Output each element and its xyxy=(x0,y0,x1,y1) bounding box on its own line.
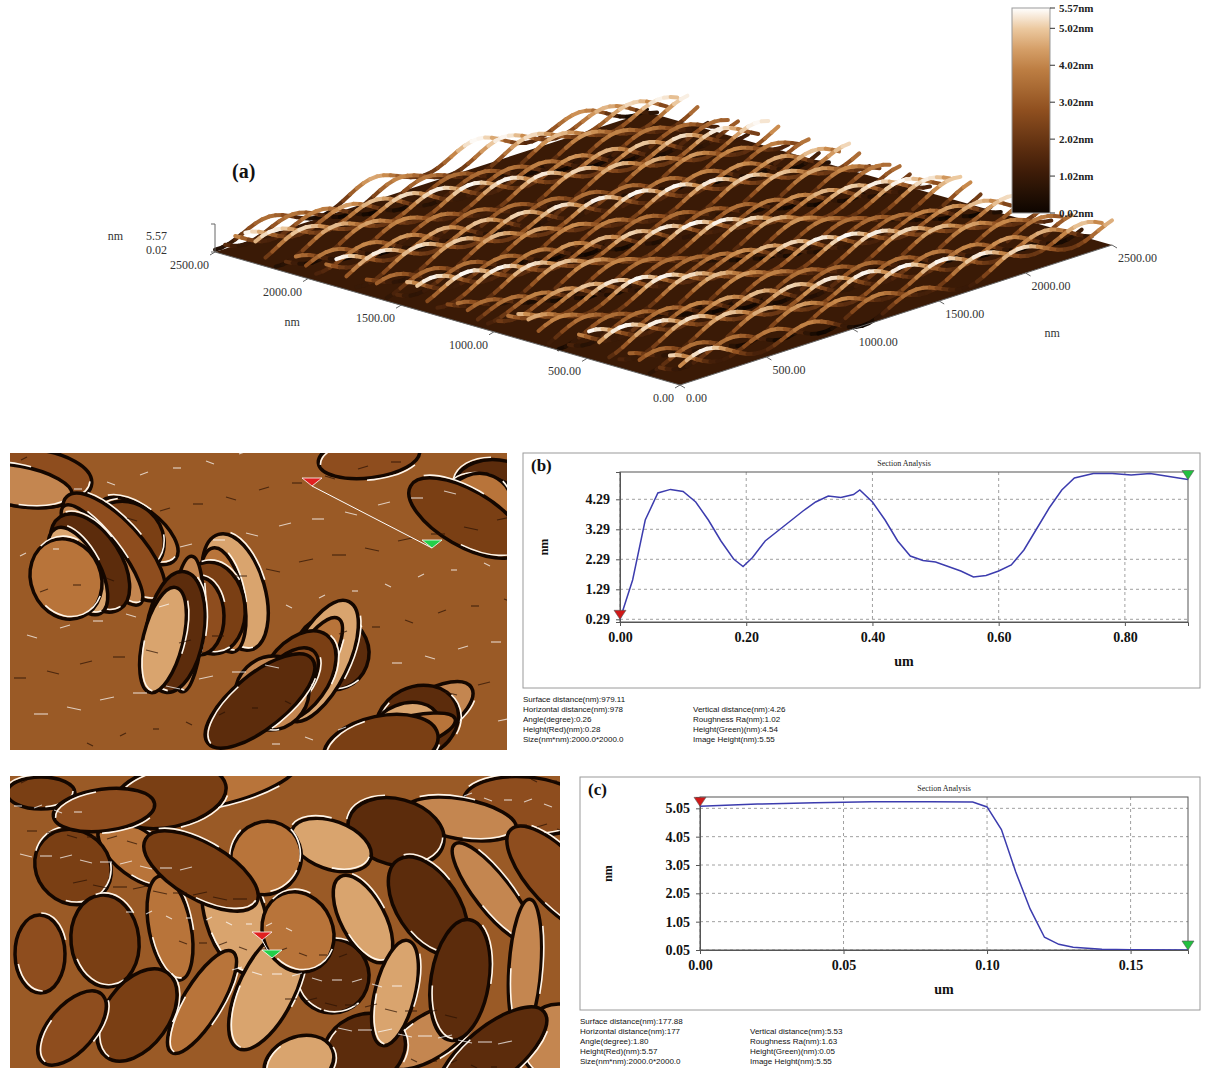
surface-ridge xyxy=(721,118,728,122)
surface-ridge xyxy=(782,144,789,147)
surface-ridge xyxy=(893,166,900,170)
surface-ridge xyxy=(671,95,678,100)
surface-ridge xyxy=(650,110,657,114)
surface-ridge xyxy=(731,121,738,126)
surface-ridge xyxy=(660,105,667,107)
surface-ridge xyxy=(802,139,809,142)
surface-ridge xyxy=(772,127,779,133)
surface-ridge xyxy=(363,244,370,250)
canvas: 0.00500.001000.001500.002000.002500.000.… xyxy=(0,0,1208,1073)
surface-base xyxy=(215,112,1112,385)
surface-ridge xyxy=(853,153,860,159)
panel-a: 0.00500.001000.001500.002000.002500.000.… xyxy=(108,2,1157,405)
surface-ridge xyxy=(691,107,698,113)
surface-ridge xyxy=(933,182,940,183)
surface-ridge xyxy=(812,153,819,159)
surface-ridge xyxy=(842,144,849,147)
figure: 0.00500.001000.001500.002000.002500.000.… xyxy=(0,0,1208,1073)
surface-texture xyxy=(215,96,1112,374)
surface-ridge xyxy=(923,187,930,188)
surface-ridge xyxy=(751,133,758,134)
surface-ridge xyxy=(762,119,769,123)
surface-ridge xyxy=(883,163,890,167)
surface-ridge xyxy=(681,96,688,100)
surface-ridge xyxy=(741,134,748,138)
